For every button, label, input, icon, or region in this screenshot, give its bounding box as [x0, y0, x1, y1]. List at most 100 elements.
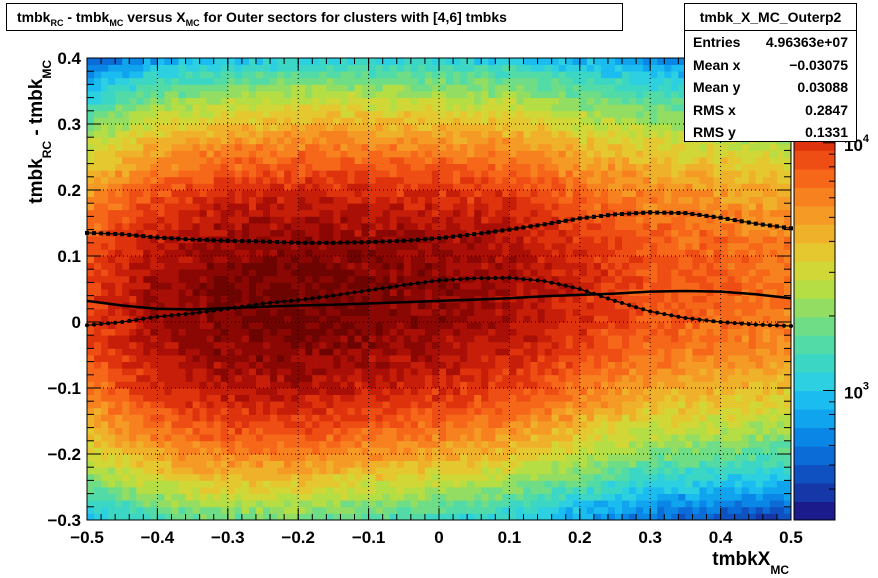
heatmap-cell: [241, 388, 250, 395]
heatmap-cell: [192, 454, 201, 461]
heatmap-cell: [333, 322, 341, 329]
heatmap-cell: [558, 302, 567, 310]
heatmap-cell: [389, 58, 398, 65]
heatmap-cell: [312, 104, 320, 112]
heatmap-cell: [220, 513, 229, 521]
heatmap-cell: [305, 117, 313, 125]
heatmap-cell: [586, 355, 595, 362]
heatmap-cell: [467, 460, 475, 468]
heatmap-cell: [460, 58, 468, 65]
heatmap-cell: [129, 190, 137, 197]
heatmap-cell: [87, 216, 95, 224]
heatmap-cell: [516, 157, 524, 164]
heatmap-cell: [368, 493, 377, 501]
heatmap-cell: [206, 454, 215, 461]
heatmap-cell: [565, 295, 574, 303]
heatmap-cell: [558, 71, 567, 79]
heatmap-cell: [171, 223, 179, 230]
heatmap-cell: [551, 157, 560, 164]
heatmap-cell: [354, 216, 362, 224]
heatmap-cell: [537, 190, 545, 197]
heatmap-cell: [572, 295, 581, 303]
heatmap-cell: [488, 203, 496, 211]
heatmap-cell: [284, 295, 292, 303]
heatmap-cell: [354, 209, 362, 217]
heatmap-cell: [368, 388, 377, 395]
heatmap-cell: [129, 361, 137, 369]
heatmap-cell: [333, 447, 341, 455]
heatmap-cell: [340, 454, 348, 461]
heatmap-cell: [234, 117, 243, 125]
heatmap-cell: [537, 302, 545, 310]
heatmap-cell: [382, 427, 391, 435]
heatmap-cell: [354, 150, 362, 158]
heatmap-cell: [178, 71, 186, 79]
heatmap-cell: [544, 401, 553, 409]
heatmap-cell: [248, 249, 257, 257]
heatmap-cell: [234, 163, 243, 171]
heatmap-cell: [340, 163, 348, 171]
heatmap-cell: [291, 229, 299, 237]
heatmap-cell: [136, 467, 144, 475]
heatmap-cell: [375, 434, 384, 442]
heatmap-cell: [312, 71, 320, 79]
heatmap-cell: [319, 150, 327, 158]
heatmap-cell: [178, 388, 186, 395]
heatmap-cell: [467, 104, 475, 112]
heatmap-cell: [227, 104, 236, 112]
heatmap-cell: [474, 394, 482, 402]
heatmap-cell: [523, 361, 531, 369]
heatmap-cell: [579, 137, 588, 145]
heatmap-cell: [136, 355, 144, 362]
heatmap-cell: [544, 513, 553, 521]
heatmap-cell: [284, 110, 292, 118]
heatmap-cell: [291, 97, 299, 105]
heatmap-cell: [87, 176, 95, 184]
heatmap-cell: [530, 110, 538, 118]
heatmap-cell: [143, 117, 151, 125]
heatmap-cell: [572, 407, 581, 415]
heatmap-cell: [424, 223, 433, 230]
heatmap-cell: [101, 381, 109, 389]
heatmap-cell: [340, 84, 348, 92]
heatmap-cell: [417, 302, 426, 310]
heatmap-cell: [586, 348, 595, 356]
heatmap-cell: [361, 434, 369, 442]
heatmap-cell: [403, 500, 412, 508]
heatmap-cell: [206, 209, 215, 217]
heatmap-cell: [234, 480, 243, 488]
heatmap-cell: [446, 467, 454, 475]
heatmap-cell: [87, 77, 95, 85]
heatmap-cell: [333, 170, 341, 178]
heatmap-cell: [87, 506, 95, 514]
heatmap-cell: [171, 236, 179, 244]
heatmap-cell: [361, 328, 369, 336]
heatmap-cell: [565, 269, 574, 277]
heatmap-cell: [206, 64, 215, 72]
heatmap-cell: [523, 335, 531, 343]
heatmap-cell: [291, 467, 299, 475]
heatmap-cell: [558, 64, 567, 72]
heatmap-cell: [248, 236, 257, 244]
heatmap-cell: [495, 117, 503, 125]
heatmap-cell: [410, 447, 419, 455]
heatmap-cell: [178, 368, 186, 376]
heatmap-cell: [551, 117, 560, 125]
heatmap-cell: [143, 229, 151, 237]
heatmap-cell: [424, 249, 433, 257]
heatmap-cell: [178, 130, 186, 138]
heatmap-cell: [516, 58, 524, 65]
heatmap-cell: [481, 308, 489, 316]
heatmap-cell: [565, 421, 574, 428]
heatmap-cell: [502, 117, 510, 125]
heatmap-cell: [396, 460, 405, 468]
heatmap-cell: [129, 97, 137, 105]
heatmap-cell: [558, 407, 567, 415]
heatmap-cell: [263, 196, 271, 204]
heatmap-cell: [199, 341, 208, 349]
heatmap-cell: [382, 91, 391, 98]
heatmap-cell: [523, 341, 531, 349]
heatmap-cell: [199, 176, 208, 184]
heatmap-cell: [143, 480, 151, 488]
heatmap-cell: [122, 216, 130, 224]
